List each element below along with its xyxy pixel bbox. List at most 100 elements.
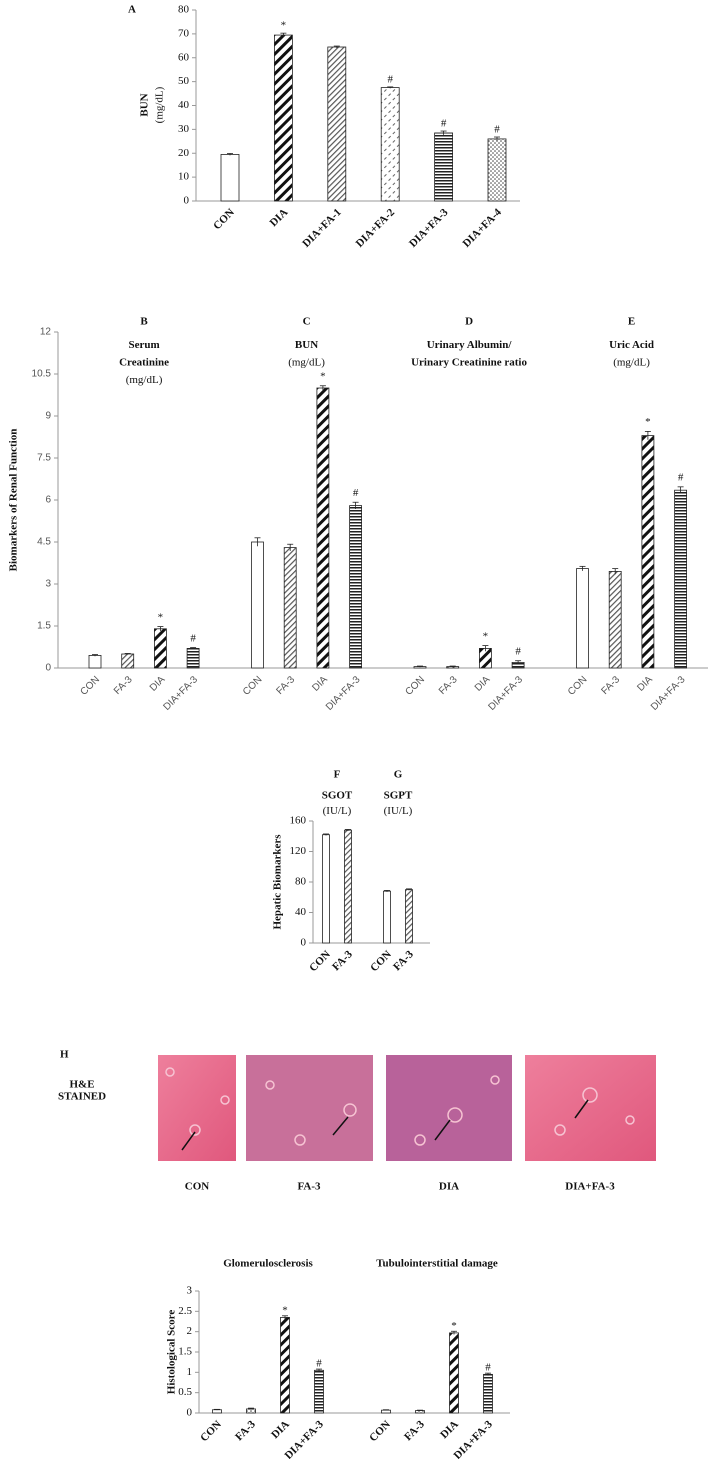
y-tick-label: 3 — [45, 579, 51, 590]
group-unit: (IU/L) — [323, 805, 352, 817]
panel-label: G — [394, 769, 403, 781]
y-tick-label: 50 — [178, 75, 190, 87]
bar — [220, 154, 240, 202]
x-tick-label: FA-3 — [599, 674, 622, 697]
bar — [349, 505, 363, 669]
bar — [121, 653, 135, 669]
significance-mark: * — [320, 370, 326, 382]
y-tick-label: 10 — [178, 171, 190, 183]
significance-mark: * — [645, 416, 651, 428]
bar — [212, 1409, 222, 1414]
y-axis-title: Biomarkers of Renal Function — [8, 429, 20, 572]
significance-mark: * — [158, 611, 164, 623]
group-title: Uric Acid — [609, 339, 654, 351]
group-title: Urinary Albumin/ — [427, 339, 513, 351]
panel-label: D — [465, 316, 473, 328]
y-tick-label: 1 — [187, 1366, 193, 1378]
group-title: SGPT — [384, 789, 413, 801]
significance-mark: # — [494, 123, 500, 135]
y-tick-label: 0 — [301, 937, 307, 949]
bar — [322, 834, 330, 944]
bar — [273, 34, 293, 202]
stain-label: STAINED — [58, 1091, 106, 1103]
bar — [576, 568, 589, 669]
bar — [608, 571, 622, 669]
bar — [380, 87, 400, 202]
y-tick-label: 0 — [184, 195, 190, 207]
significance-mark: * — [451, 1320, 457, 1332]
bar — [641, 435, 655, 669]
x-tick-label: DIA+FA-3 — [486, 674, 525, 713]
bar — [327, 46, 347, 202]
x-tick-label: DIA+FA-3 — [407, 206, 451, 250]
y-tick-label: 2 — [187, 1325, 193, 1337]
y-tick-label: 80 — [295, 876, 307, 888]
image-caption: DIA+FA-3 — [565, 1181, 615, 1193]
image-caption: FA-3 — [297, 1181, 321, 1193]
y-tick-label: 20 — [178, 147, 190, 159]
y-tick-label: 160 — [290, 815, 307, 827]
y-tick-label: 40 — [178, 99, 190, 111]
x-tick-label: DIA — [269, 1418, 292, 1441]
y-axis-title: (mg/dL) — [154, 86, 166, 123]
significance-mark: # — [316, 1358, 322, 1370]
panel-label: E — [628, 316, 635, 328]
x-tick-label: DIA — [635, 674, 655, 694]
x-tick-label: DIA — [310, 674, 330, 694]
group-unit: (mg/dL) — [288, 357, 325, 369]
x-tick-label: DIA — [148, 674, 168, 694]
group-unit: (IU/L) — [384, 805, 413, 817]
y-tick-label: 1.5 — [178, 1346, 192, 1358]
x-tick-label: CON — [566, 674, 590, 698]
y-tick-label: 120 — [290, 845, 307, 857]
x-tick-label: DIA — [473, 674, 493, 694]
y-tick-label: 2.5 — [178, 1305, 192, 1317]
bar — [487, 138, 507, 202]
x-tick-label: FA-3 — [233, 1418, 258, 1443]
panel-label: B — [140, 316, 148, 328]
y-tick-label: 80 — [178, 4, 190, 16]
bar — [280, 1317, 290, 1414]
x-tick-label: CON — [241, 674, 265, 698]
y-axis-title: Histological Score — [166, 1310, 178, 1395]
x-tick-label: FA-3 — [402, 1418, 427, 1443]
significance-mark: # — [515, 645, 521, 657]
image-con — [158, 1055, 236, 1161]
bar — [314, 1369, 324, 1414]
panel-label: H — [60, 1049, 69, 1061]
y-tick-label: 12 — [40, 327, 52, 338]
bar — [344, 829, 352, 944]
y-tick-label: 3 — [187, 1285, 193, 1297]
y-axis-title: Hepatic Biomarkers — [272, 834, 284, 930]
y-tick-label: 4.5 — [37, 537, 51, 548]
bar — [483, 1373, 493, 1414]
x-tick-label: DIA — [268, 206, 291, 229]
bar — [88, 655, 102, 669]
group-title: Tubulointerstitial damage — [376, 1258, 498, 1270]
image-caption: DIA — [439, 1181, 459, 1193]
bar — [405, 889, 413, 944]
group-title: SGOT — [322, 789, 353, 801]
significance-mark: # — [353, 487, 359, 499]
group-unit: (mg/dL) — [613, 357, 650, 369]
arrows — [181, 1099, 589, 1151]
panel-label: C — [303, 316, 311, 328]
x-tick-label: DIA+FA-3 — [324, 674, 363, 713]
x-tick-label: DIA+FA-3 — [649, 674, 688, 713]
bar — [383, 890, 391, 944]
panel-label: A — [128, 4, 136, 16]
x-tick-label: FA-3 — [437, 674, 460, 697]
y-tick-label: 60 — [178, 51, 190, 63]
significance-mark: * — [483, 630, 489, 642]
group-title: Serum — [128, 339, 159, 351]
x-tick-label: DIA+FA-3 — [161, 674, 200, 713]
x-tick-label: FA-3 — [112, 674, 135, 697]
image-dia — [386, 1055, 512, 1161]
x-tick-label: CON — [198, 1418, 224, 1444]
bar — [153, 628, 167, 669]
panel-label: F — [334, 769, 341, 781]
x-tick-label: CON — [403, 674, 427, 698]
significance-mark: # — [190, 632, 196, 644]
histology-images — [158, 1055, 656, 1161]
x-tick-label: FA-3 — [391, 948, 416, 973]
